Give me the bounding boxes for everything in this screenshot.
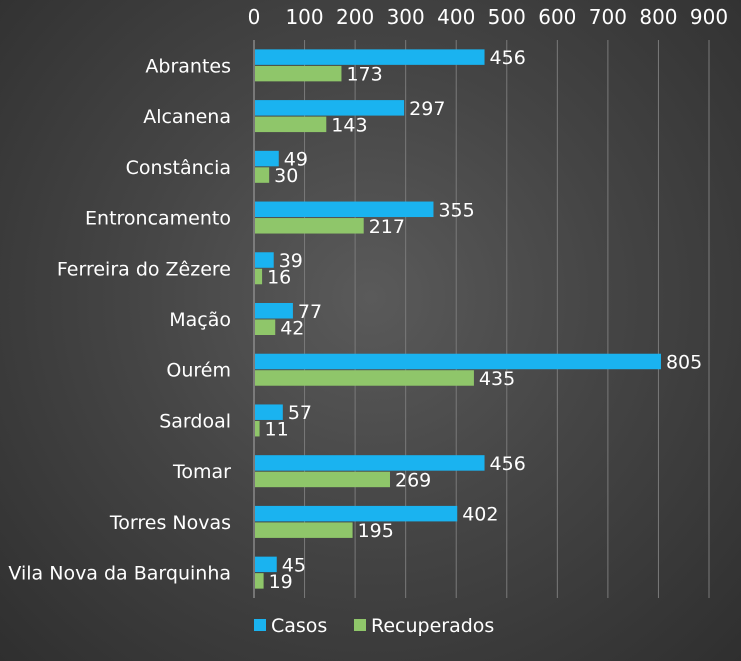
bar-recuperados [255, 420, 260, 437]
data-label: 435 [479, 368, 515, 390]
bar-recuperados [255, 167, 270, 183]
bar-recuperados [255, 116, 327, 133]
category-label: Vila Nova da Barquinha [8, 563, 231, 585]
data-label: 49 [284, 149, 308, 171]
x-tick-label: 300 [387, 5, 425, 29]
x-tick-label: 800 [639, 5, 677, 29]
bar-recuperados [255, 573, 264, 589]
legend: Casos Recuperados [254, 615, 494, 637]
data-label: 297 [409, 98, 445, 120]
data-label: 42 [280, 317, 304, 339]
bar-recuperados [255, 65, 342, 82]
x-axis-ticks: 0 100 200 300 400 500 600 700 800 900 [248, 5, 728, 29]
x-tick-label: 0 [248, 5, 261, 29]
bar-casos [255, 49, 485, 65]
data-label: 11 [265, 419, 289, 441]
data-label: 195 [358, 520, 394, 542]
category-label: Ferreira do Zêzere [57, 258, 231, 280]
data-label: 30 [274, 165, 298, 187]
legend-swatch [254, 619, 266, 631]
category-label: Abrantes [145, 55, 231, 77]
data-label: 173 [346, 64, 382, 86]
x-tick-label: 200 [336, 5, 374, 29]
data-label: 355 [438, 199, 474, 221]
legend-swatch [354, 619, 366, 631]
bar-casos [255, 303, 293, 319]
data-label: 57 [288, 402, 312, 424]
category-label: Torres Novas [109, 512, 231, 534]
legend-label: Casos [271, 615, 327, 637]
category-label: Sardoal [159, 410, 231, 432]
legend-label: Recuperados [371, 615, 494, 637]
data-label: 143 [331, 114, 367, 136]
data-label: 45 [282, 554, 306, 576]
data-label: 402 [462, 504, 498, 526]
bar-recuperados [255, 522, 353, 538]
gridlines [253, 40, 710, 598]
bar-recuperados [255, 319, 276, 335]
bar-recuperados [255, 471, 390, 488]
bar-recuperados [255, 268, 263, 285]
x-tick-label: 700 [589, 5, 627, 29]
data-label: 456 [490, 453, 526, 475]
data-label: 19 [269, 571, 293, 593]
bar-casos [255, 404, 283, 420]
bar-casos [255, 150, 279, 167]
data-label: 269 [395, 469, 431, 491]
category-labels: Abrantes Alcanena Constância Entroncamento F… [8, 55, 231, 584]
bar-casos [255, 505, 458, 522]
category-label: Entroncamento [85, 208, 231, 230]
bar-recuperados [255, 370, 474, 386]
category-label: Alcanena [143, 106, 231, 128]
x-tick-label: 500 [488, 5, 526, 29]
bar-casos [255, 201, 434, 218]
bar-casos [255, 556, 277, 573]
data-label: 456 [490, 47, 526, 69]
category-label: Mação [169, 309, 231, 331]
data-label: 77 [298, 301, 322, 323]
category-label: Tomar [172, 461, 231, 483]
category-label: Constância [126, 157, 231, 179]
bar-casos [255, 353, 661, 370]
bar-casos [255, 100, 405, 116]
x-tick-label: 900 [690, 5, 728, 29]
x-tick-label: 600 [538, 5, 576, 29]
bar-casos [255, 252, 274, 268]
category-label: Ourém [166, 360, 231, 382]
bar-recuperados [255, 218, 364, 234]
x-tick-label: 400 [437, 5, 475, 29]
x-tick-label: 100 [285, 5, 323, 29]
bar-casos [255, 455, 485, 471]
data-label: 16 [267, 267, 291, 289]
data-label: 805 [666, 351, 702, 373]
data-label: 217 [369, 216, 405, 238]
data-label: 39 [279, 250, 303, 272]
